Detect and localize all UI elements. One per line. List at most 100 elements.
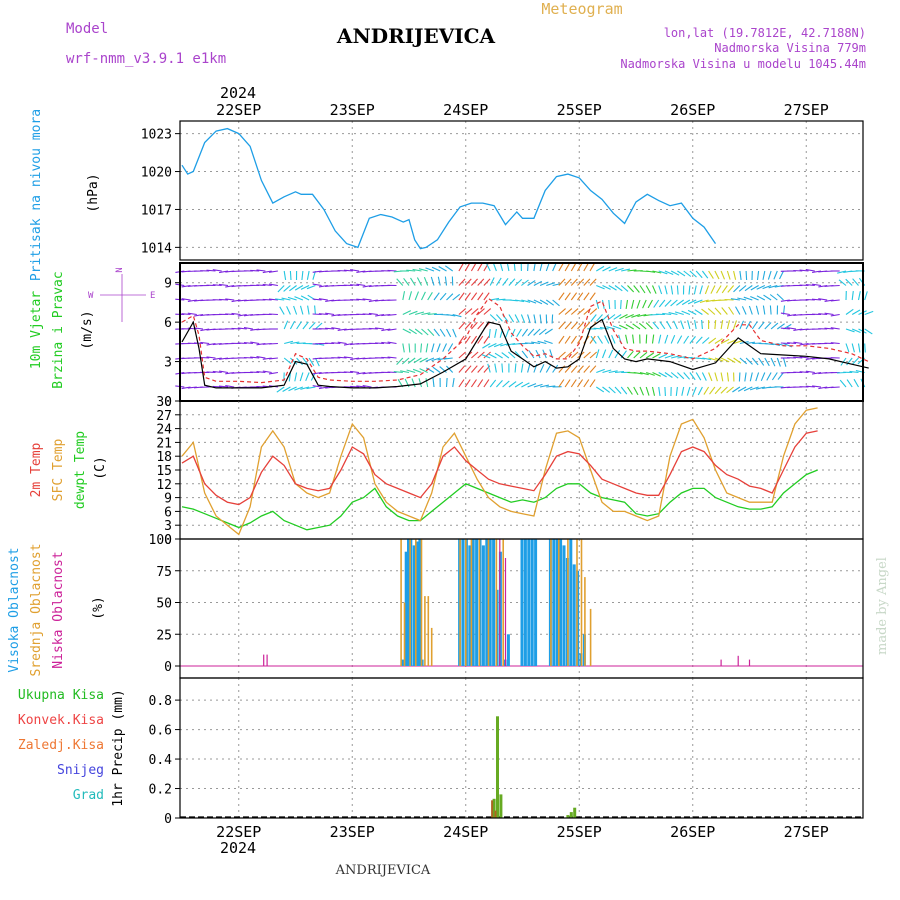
wind-arrow — [539, 314, 542, 324]
wind-arrow — [721, 307, 728, 315]
wind-arrow — [749, 372, 753, 382]
wind-arrow — [619, 324, 628, 330]
wind-arrow — [496, 298, 506, 301]
legend-grad: Grad — [73, 788, 104, 803]
wind-arrow — [583, 292, 590, 301]
wind-arrow — [793, 269, 803, 272]
wind-arrow — [681, 386, 685, 396]
y-tick-label: 9 — [164, 492, 172, 507]
wind-arrow — [756, 295, 766, 301]
wind-arrow — [818, 298, 828, 301]
pressure-panel: 1014 1017 1020 1023 — [141, 120, 864, 261]
wind-arrow — [695, 270, 703, 279]
wind-arrow — [350, 269, 360, 272]
conv-precip-bar — [491, 800, 494, 818]
wind-arrow — [570, 335, 577, 344]
wind-arrow — [393, 371, 403, 374]
high-cloud-bar — [552, 539, 556, 666]
wind-arrow — [262, 298, 272, 301]
wind-arrow — [653, 299, 660, 308]
wind-arrow — [356, 270, 366, 273]
panel-frame — [179, 120, 864, 261]
wind-arrow — [564, 262, 571, 272]
wind-arrow — [415, 311, 425, 316]
wind-arrow — [187, 299, 197, 302]
wind-arrow — [426, 367, 435, 373]
wind-arrow — [331, 327, 341, 330]
wind-arrow — [799, 371, 809, 374]
wind-arrow — [545, 364, 552, 373]
wind-speed-line — [181, 318, 869, 389]
wind-arrow — [312, 283, 322, 287]
y-tick-label: 25 — [156, 628, 172, 643]
high-cloud-bar — [569, 539, 573, 666]
wind-arrow — [732, 386, 741, 393]
wind-arrow — [614, 386, 622, 394]
wind-arrow — [746, 341, 756, 345]
wind-arrow — [602, 386, 611, 393]
wind-arrow — [315, 322, 323, 330]
wind-arrow — [212, 284, 222, 287]
wind-arrow — [477, 351, 485, 359]
wind-arrow — [477, 321, 485, 330]
wind-arrow — [414, 328, 423, 335]
wind-arrow — [539, 384, 550, 388]
wind-arrow — [830, 284, 840, 287]
wind-arrow — [651, 334, 655, 344]
wind-arrow — [780, 312, 790, 316]
wind-ylabel-a: 10m Vjetar — [29, 291, 44, 369]
wind-arrow — [851, 343, 855, 353]
wind-arrow — [212, 357, 222, 361]
wind-arrow — [343, 342, 353, 346]
wind-arrow — [577, 292, 584, 301]
wind-arrow — [739, 320, 745, 330]
wind-arrow — [676, 285, 679, 295]
temp-unit: (C) — [93, 456, 108, 479]
wind-arrow — [294, 296, 304, 301]
wind-arrow — [838, 279, 847, 286]
wind-arrow — [818, 386, 828, 390]
temp2m-ylabel: 2m Temp — [29, 442, 44, 497]
wind-arrow — [289, 270, 292, 281]
wind-arrow — [425, 357, 435, 362]
wind-arrow — [818, 313, 828, 316]
bottom-date-label: 25SEP — [557, 823, 602, 841]
wind-arrow — [639, 371, 649, 376]
wind-arrow — [439, 366, 447, 373]
y-tick-label: 75 — [156, 565, 172, 580]
wind-arrow — [387, 328, 397, 331]
wind-arrow — [589, 308, 598, 315]
wind-arrow — [471, 351, 479, 359]
wind-arrow — [299, 305, 304, 315]
high-cloud-bar — [412, 545, 416, 666]
wind-arrow — [288, 386, 297, 392]
wind-arrow — [750, 285, 759, 291]
wind-arrow — [356, 371, 366, 375]
wind-arrow — [194, 327, 204, 330]
year-top: 2024 — [220, 84, 256, 102]
wind-arrow — [763, 294, 772, 301]
wind-arrow — [776, 293, 784, 301]
wind-arrow — [756, 285, 766, 290]
wind-arrow — [539, 299, 549, 305]
cloud-unit: (%) — [91, 596, 106, 619]
wind-arrow — [646, 270, 656, 273]
wind-arrow — [689, 270, 697, 278]
wind-arrow — [651, 285, 657, 294]
wind-arrow — [477, 335, 484, 344]
wind-arrow — [350, 370, 360, 374]
wind-arrow — [714, 319, 717, 330]
wind-panel: 0 3 6 9 — [164, 261, 874, 410]
wind-arrow — [318, 386, 328, 390]
wind-arrow — [483, 262, 489, 272]
wind-arrow — [812, 371, 822, 375]
wind-arrow — [697, 386, 703, 396]
wind-arrow — [707, 308, 716, 315]
wind-arrow — [793, 341, 803, 345]
wind-arrow — [483, 379, 490, 388]
wind-arrow — [375, 342, 385, 345]
pressure-ylabel: Pritisak na nivou mora — [29, 109, 44, 281]
wind-arrow — [237, 342, 247, 345]
wind-arrow — [464, 292, 471, 301]
wind-arrow — [839, 379, 847, 388]
